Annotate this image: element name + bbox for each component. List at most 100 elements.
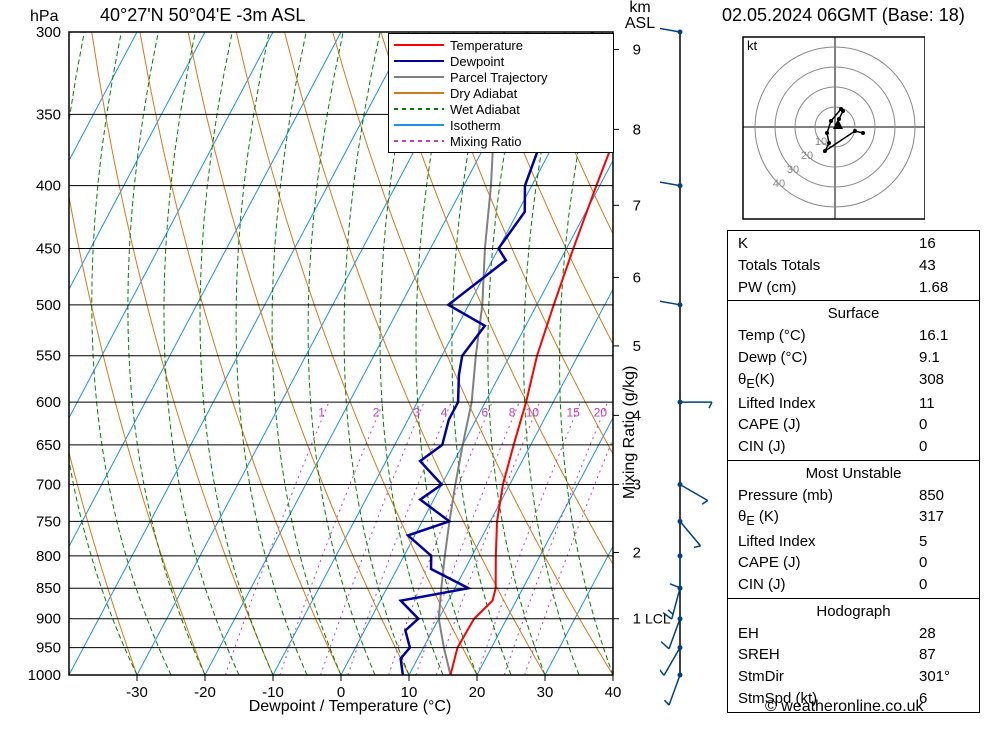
legend-item: Dry Adiabat: [394, 85, 608, 101]
info-key: Lifted Index: [738, 531, 816, 553]
section-header: Hodograph: [738, 601, 969, 623]
info-key: Pressure (mb): [738, 485, 833, 507]
svg-text:30: 30: [787, 164, 799, 176]
info-value: 0: [919, 436, 969, 458]
legend-label: Dry Adiabat: [450, 86, 517, 101]
legend-item: Parcel Trajectory: [394, 69, 608, 85]
svg-text:10: 10: [815, 136, 827, 148]
info-key: θE(K): [738, 369, 775, 393]
svg-text:kt: kt: [747, 38, 758, 53]
info-row: CIN (J) 0: [738, 436, 969, 458]
svg-text:9: 9: [633, 42, 641, 59]
svg-text:550: 550: [36, 348, 61, 365]
legend-item: Wet Adiabat: [394, 101, 608, 117]
info-key: CIN (J): [738, 574, 786, 596]
info-row: StmDir301°: [738, 666, 969, 688]
svg-text:600: 600: [36, 394, 61, 411]
info-row: K 16: [738, 233, 969, 255]
legend-label: Isotherm: [450, 118, 501, 133]
legend-item: Isotherm: [394, 117, 608, 133]
info-value: 43: [919, 255, 969, 277]
legend-label: Wet Adiabat: [450, 102, 520, 117]
svg-text:350: 350: [36, 106, 61, 123]
info-row: Totals Totals 43: [738, 255, 969, 277]
info-row: Lifted Index11: [738, 393, 969, 415]
info-key: K: [738, 233, 748, 255]
svg-text:850: 850: [36, 580, 61, 597]
legend-item: Mixing Ratio: [394, 133, 608, 149]
legend-item: Dewpoint: [394, 53, 608, 69]
svg-text:400: 400: [36, 178, 61, 195]
info-key: θE (K): [738, 506, 779, 530]
info-value: 0: [919, 552, 969, 574]
svg-text:500: 500: [36, 297, 61, 314]
info-key: Lifted Index: [738, 393, 816, 415]
mixing-ratio-label: Mixing Ratio (g/kg): [621, 319, 639, 499]
info-row: Pressure (mb) 850: [738, 485, 969, 507]
svg-text:3: 3: [413, 406, 420, 420]
info-value: 1.68: [919, 277, 969, 299]
legend-item: Temperature: [394, 37, 608, 53]
info-value: 5: [919, 531, 969, 553]
svg-text:-30: -30: [126, 684, 148, 701]
info-row: Dewp (°C)9.1: [738, 347, 969, 369]
svg-text:300: 300: [36, 24, 61, 41]
legend-label: Temperature: [450, 38, 523, 53]
info-row: CIN (J) 0: [738, 574, 969, 596]
info-key: CAPE (J): [738, 552, 801, 574]
legend-label: Parcel Trajectory: [450, 70, 548, 85]
svg-text:950: 950: [36, 640, 61, 657]
info-key: CIN (J): [738, 436, 786, 458]
hodograph: kt 10203040: [725, 32, 925, 232]
legend-label: Dewpoint: [450, 54, 504, 69]
info-row: Lifted Index 5: [738, 531, 969, 553]
info-value: 28: [919, 623, 969, 645]
info-value: 317: [919, 506, 969, 530]
info-key: SREH: [738, 644, 780, 666]
legend: TemperatureDewpointParcel TrajectoryDry …: [388, 33, 614, 153]
info-value: 16.1: [919, 325, 969, 347]
info-row: EH28: [738, 623, 969, 645]
svg-text:4: 4: [441, 406, 448, 420]
svg-text:2: 2: [373, 406, 380, 420]
info-value: 301°: [919, 666, 969, 688]
legend-label: Mixing Ratio: [450, 134, 522, 149]
info-row: CAPE (J) 0: [738, 552, 969, 574]
indices-table: K 16 Totals Totals 43 PW (cm) 1.68 SurfaceTemp…: [727, 230, 980, 713]
svg-text:1: 1: [633, 611, 641, 628]
svg-text:450: 450: [36, 241, 61, 258]
svg-text:900: 900: [36, 611, 61, 628]
svg-text:650: 650: [36, 437, 61, 454]
svg-text:8: 8: [509, 406, 516, 420]
title-datetime: 02.05.2024 06GMT (Base: 18): [722, 5, 965, 26]
svg-text:700: 700: [36, 477, 61, 494]
info-value: 0: [919, 414, 969, 436]
svg-text:20: 20: [594, 406, 608, 420]
info-key: Temp (°C): [738, 325, 806, 347]
info-row: SREH87: [738, 644, 969, 666]
info-row: PW (cm) 1.68: [738, 277, 969, 299]
info-key: PW (cm): [738, 277, 796, 299]
info-key: Totals Totals: [738, 255, 820, 277]
info-key: CAPE (J): [738, 414, 801, 436]
svg-text:6: 6: [633, 269, 641, 286]
section-header: Surface: [738, 303, 969, 325]
info-value: 308: [919, 369, 969, 393]
svg-text:40: 40: [773, 178, 785, 190]
svg-text:10: 10: [526, 406, 540, 420]
svg-text:1000: 1000: [28, 667, 61, 684]
info-row: θE(K) 308: [738, 369, 969, 393]
info-value: 16: [919, 233, 969, 255]
info-value: 9.1: [919, 347, 969, 369]
info-value: 0: [919, 574, 969, 596]
svg-text:20: 20: [801, 150, 813, 162]
x-axis-label: Dewpoint / Temperature (°C): [200, 698, 500, 716]
svg-text:800: 800: [36, 548, 61, 565]
info-row: θE (K) 317: [738, 506, 969, 530]
svg-text:1: 1: [318, 406, 325, 420]
info-value: 850: [919, 485, 969, 507]
svg-text:30: 30: [537, 684, 554, 701]
svg-text:7: 7: [633, 197, 641, 214]
svg-text:40: 40: [605, 684, 622, 701]
copyright: © weatheronline.co.uk: [765, 698, 924, 716]
